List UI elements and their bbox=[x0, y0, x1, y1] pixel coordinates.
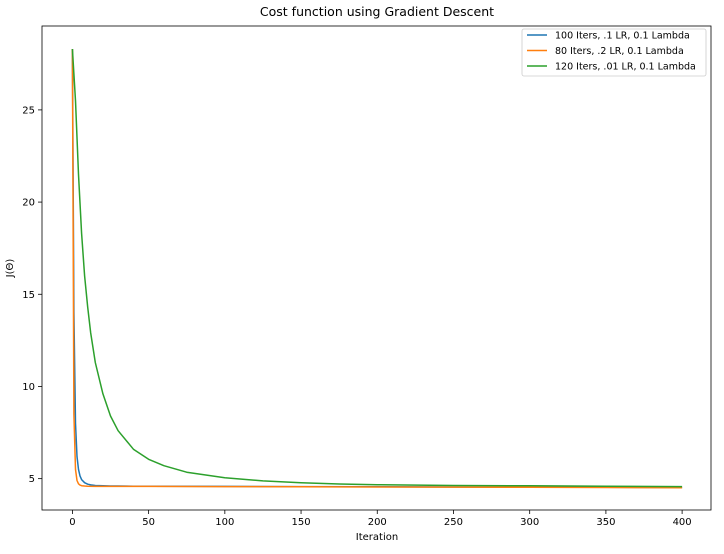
y-axis-label: J(Θ) bbox=[5, 259, 16, 279]
series-line-2 bbox=[71, 48, 683, 489]
series-line-3 bbox=[71, 48, 683, 488]
x-tick-label: 200 bbox=[368, 517, 387, 528]
y-axis-ticks: 5 10 15 20 25 bbox=[22, 105, 42, 485]
plot-frame bbox=[41, 25, 712, 511]
x-tick-label: 350 bbox=[596, 517, 615, 528]
legend-label-2: 80 Iters, .2 LR, 0.1 Lambda bbox=[555, 46, 684, 57]
legend-box bbox=[521, 28, 707, 77]
x-tick-label: 0 bbox=[69, 517, 75, 528]
chart-title: Cost function using Gradient Descent bbox=[260, 4, 494, 19]
x-axis-ticks: 0 50 100 150 200 250 300 350 400 bbox=[69, 510, 692, 528]
x-axis-label: Iteration bbox=[356, 532, 398, 543]
series-line-1 bbox=[71, 48, 683, 489]
y-tick-label: 10 bbox=[22, 382, 35, 393]
x-tick-label: 300 bbox=[520, 517, 539, 528]
legend-label-3: 120 Iters, .01 LR, 0.1 Lambda bbox=[555, 62, 696, 73]
y-tick-label: 20 bbox=[22, 198, 35, 209]
x-tick-label: 250 bbox=[444, 517, 463, 528]
legend: 100 Iters, .1 LR, 0.1 Lambda 80 Iters, .2… bbox=[521, 28, 707, 77]
x-tick-label: 50 bbox=[142, 517, 155, 528]
plot-lines bbox=[71, 48, 683, 489]
x-tick-label: 400 bbox=[673, 517, 692, 528]
y-tick-label: 25 bbox=[22, 105, 35, 116]
legend-label-1: 100 Iters, .1 LR, 0.1 Lambda bbox=[555, 31, 690, 42]
x-tick-label: 100 bbox=[215, 517, 234, 528]
y-tick-label: 5 bbox=[29, 474, 35, 485]
y-tick-label: 15 bbox=[22, 290, 35, 301]
x-tick-label: 150 bbox=[292, 517, 311, 528]
